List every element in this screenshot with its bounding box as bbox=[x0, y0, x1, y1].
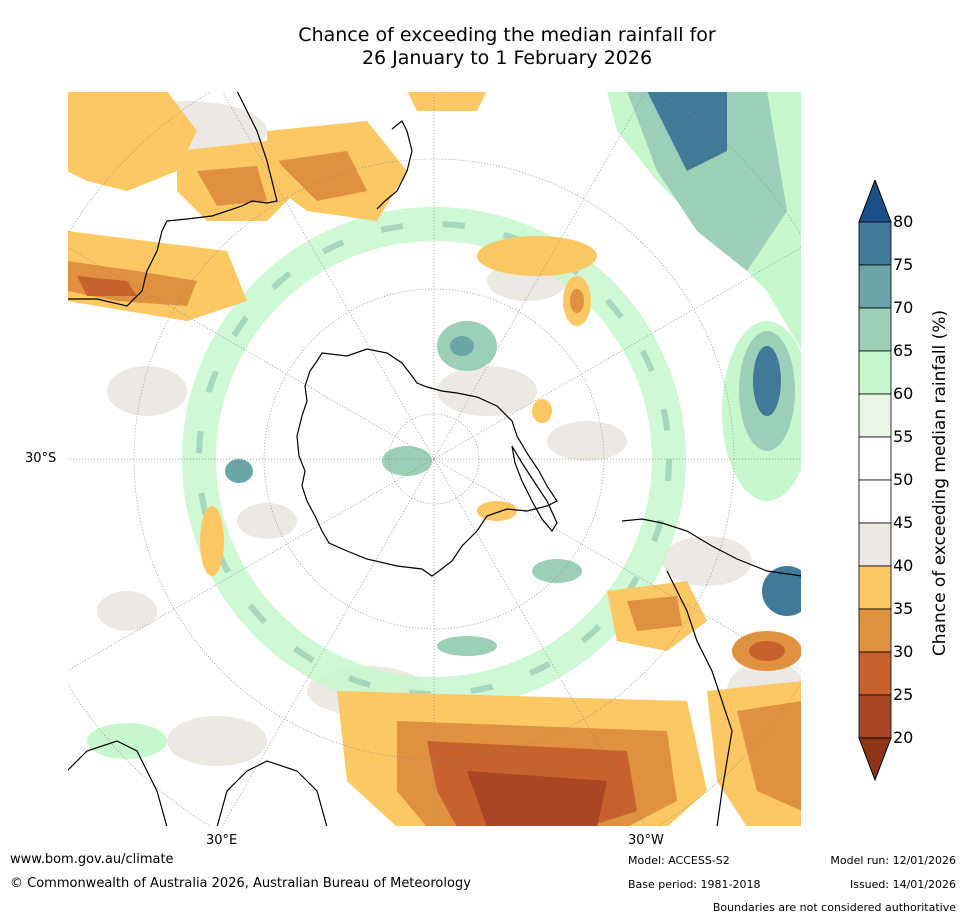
colorbar-tick-35: 35 bbox=[893, 599, 914, 618]
map-title-line-1: Chance of exceeding the median rainfall … bbox=[298, 24, 716, 46]
south-america-coastline bbox=[621, 518, 802, 827]
drier-than-median-patches bbox=[67, 91, 802, 827]
footer-base-period: Base period: 1981-2018 bbox=[628, 878, 761, 891]
colorbar-band-70_75 bbox=[858, 264, 892, 309]
colorbar-band-30_35 bbox=[858, 608, 892, 653]
graticule-lines bbox=[67, 91, 802, 827]
colorbar-tick-45: 45 bbox=[893, 513, 914, 532]
colorbar-band-20_25 bbox=[858, 694, 892, 739]
colorbar-over-triangle bbox=[858, 180, 892, 223]
colorbar-band-45_50 bbox=[858, 479, 892, 524]
colorbar-tick-60: 60 bbox=[893, 384, 914, 403]
longitude-label-30w: 30°W bbox=[628, 833, 664, 848]
footer-model-run: Model run: 12/01/2026 bbox=[830, 854, 956, 867]
new-zealand-coastline bbox=[376, 120, 413, 210]
latitude-label-30s: 30°S bbox=[25, 451, 57, 466]
colorbar-tick-70: 70 bbox=[893, 298, 914, 317]
colorbar bbox=[858, 180, 892, 782]
colorbar-label: Chance of exceeding median rainfall (%) bbox=[930, 309, 950, 657]
colorbar-tick-25: 25 bbox=[893, 685, 914, 704]
colorbar-tick-65: 65 bbox=[893, 341, 914, 360]
footer-copyright: © Commonwealth of Australia 2026, Austra… bbox=[10, 876, 471, 891]
colorbar-tick-55: 55 bbox=[893, 427, 914, 446]
footer-model: Model: ACCESS-S2 bbox=[628, 854, 730, 867]
colorbar-tick-30: 30 bbox=[893, 642, 914, 661]
africa-coastline bbox=[67, 740, 328, 827]
antarctica-coastline bbox=[296, 348, 558, 577]
australia-coastline bbox=[67, 91, 278, 307]
colorbar-bands bbox=[858, 221, 892, 739]
colorbar-tick-20: 20 bbox=[893, 728, 914, 747]
colorbar-band-25_30 bbox=[858, 651, 892, 696]
colorbar-band-75_80 bbox=[858, 221, 892, 266]
colorbar-under-triangle bbox=[858, 737, 892, 782]
colorbar-band-50_55 bbox=[858, 436, 892, 481]
colorbar-tick-50: 50 bbox=[893, 470, 914, 489]
map-title-line-2: 26 January to 1 February 2026 bbox=[361, 47, 653, 69]
colorbar-band-40_45 bbox=[858, 522, 892, 567]
colorbar-band-65_70 bbox=[858, 307, 892, 352]
longitude-label-30e: 30°E bbox=[206, 833, 238, 848]
footer-disclaimer: Boundaries are not considered authoritat… bbox=[712, 901, 956, 914]
colorbar-band-35_40 bbox=[858, 565, 892, 610]
colorbar-tick-75: 75 bbox=[893, 255, 914, 274]
colorbar-tick-40: 40 bbox=[893, 556, 914, 575]
antarctic-peninsula bbox=[511, 445, 558, 533]
coastlines bbox=[67, 91, 802, 827]
colorbar-band-60_65 bbox=[858, 350, 892, 395]
colorbar-band-55_60 bbox=[858, 393, 892, 438]
colorbar-tick-80: 80 bbox=[893, 212, 914, 231]
footer-issued: Issued: 14/01/2026 bbox=[849, 878, 956, 891]
rainfall-probability-map bbox=[67, 91, 802, 827]
footer-website[interactable]: www.bom.gov.au/climate bbox=[10, 852, 174, 867]
